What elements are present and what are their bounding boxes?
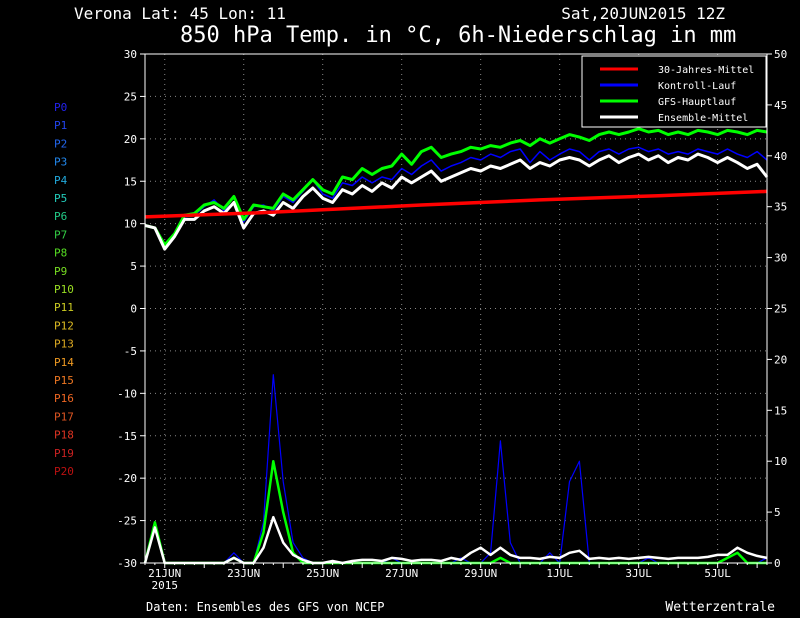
y-left-tick-label: -5 [124, 345, 137, 358]
chart-title: 850 hPa Temp. in °C, 6h-Niederschlag in … [180, 23, 736, 48]
y-left-tick-label: 5 [130, 260, 137, 273]
y-right-tick-label: 10 [774, 455, 787, 468]
y-left-tick-label: -15 [117, 430, 137, 443]
member-label: P13 [54, 338, 74, 351]
y-left-tick-label: 25 [124, 90, 137, 103]
y-right-tick-label: 40 [774, 150, 787, 163]
legend-label: 30-Jahres-Mittel [658, 65, 754, 76]
y-left-tick-label: -25 [117, 515, 137, 528]
member-label: P10 [54, 283, 74, 296]
temp-ensemble-mean-line [144, 152, 769, 251]
legend-label: GFS-Hauptlauf [658, 97, 736, 108]
legend-label: Ensemble-Mittel [658, 113, 748, 124]
y-right-tick-label: 15 [774, 404, 787, 417]
x-tick-label: 3JUL [625, 567, 652, 580]
y-left-tick-label: -30 [117, 557, 137, 570]
y-left-tick-label: -20 [117, 472, 137, 485]
y-left-tick-label: 20 [124, 133, 137, 146]
member-label: P0 [54, 101, 67, 114]
x-tick-label: 1JUL [546, 567, 573, 580]
y-right-tick-label: 20 [774, 353, 787, 366]
x-tick-label: 5JUL [704, 567, 731, 580]
x-tick-label: 25JUN [306, 567, 339, 580]
y-right-tick-label: 45 [774, 99, 787, 112]
member-label: P3 [54, 156, 67, 169]
member-label: P11 [54, 301, 74, 314]
member-label: P1 [54, 119, 67, 132]
y-right-tick-label: 5 [774, 506, 781, 519]
member-label: P20 [54, 465, 74, 478]
member-label: P8 [54, 247, 67, 260]
y-right-tick-label: 0 [774, 557, 781, 570]
member-label: P5 [54, 192, 67, 205]
member-label: P17 [54, 410, 74, 423]
member-label: P4 [54, 174, 68, 187]
y-right-tick-label: 30 [774, 252, 787, 265]
member-label: P18 [54, 429, 74, 442]
y-left-tick-label: -10 [117, 387, 137, 400]
brand-label: Wetterzentrale [665, 600, 775, 615]
x-tick-label: 21JUN [148, 567, 181, 580]
legend-label: Kontroll-Lauf [658, 81, 736, 92]
temperature-series [144, 127, 769, 251]
x-tick-year: 2015 [151, 579, 178, 592]
member-label: P16 [54, 392, 74, 405]
member-label: P15 [54, 374, 74, 387]
y-axis-left: 30 25 20 15 10 5 0 -5 -10 -15 -20 -25 -30 [117, 48, 145, 570]
x-tick-label: 27JUN [385, 567, 418, 580]
member-label: P2 [54, 137, 67, 150]
x-tick-label: 23JUN [227, 567, 260, 580]
y-left-tick-label: 0 [130, 303, 137, 316]
run-label: Sat,20JUN2015 12Z [561, 4, 725, 23]
member-label: P14 [54, 356, 74, 369]
x-tick-label: 29JUN [464, 567, 497, 580]
temp-climate-mean-line [144, 189, 768, 219]
legend: 30-Jahres-Mittel Kontroll-Lauf GFS-Hauptla… [581, 55, 767, 128]
location-label: Verona Lat: 45 Lon: 11 [74, 4, 286, 23]
y-left-tick-label: 10 [124, 218, 137, 231]
member-list: P0 P1 P2 P3 P4 P5 P6 P7 P8 P9 P10 P11 P12 P13 P14 P15 P1… [54, 101, 74, 478]
y-right-tick-label: 35 [774, 201, 787, 214]
y-left-tick-label: 15 [124, 175, 137, 188]
grid [145, 54, 767, 563]
member-label: P7 [54, 228, 67, 241]
y-right-tick-label: 25 [774, 303, 787, 316]
source-label: Daten: Ensembles des GFS von NCEP [146, 600, 384, 614]
y-left-tick-label: 30 [124, 48, 137, 61]
member-label: P9 [54, 265, 67, 278]
member-label: P6 [54, 210, 67, 223]
member-label: P19 [54, 447, 74, 460]
y-right-tick-label: 50 [774, 48, 787, 61]
member-label: P12 [54, 319, 74, 332]
